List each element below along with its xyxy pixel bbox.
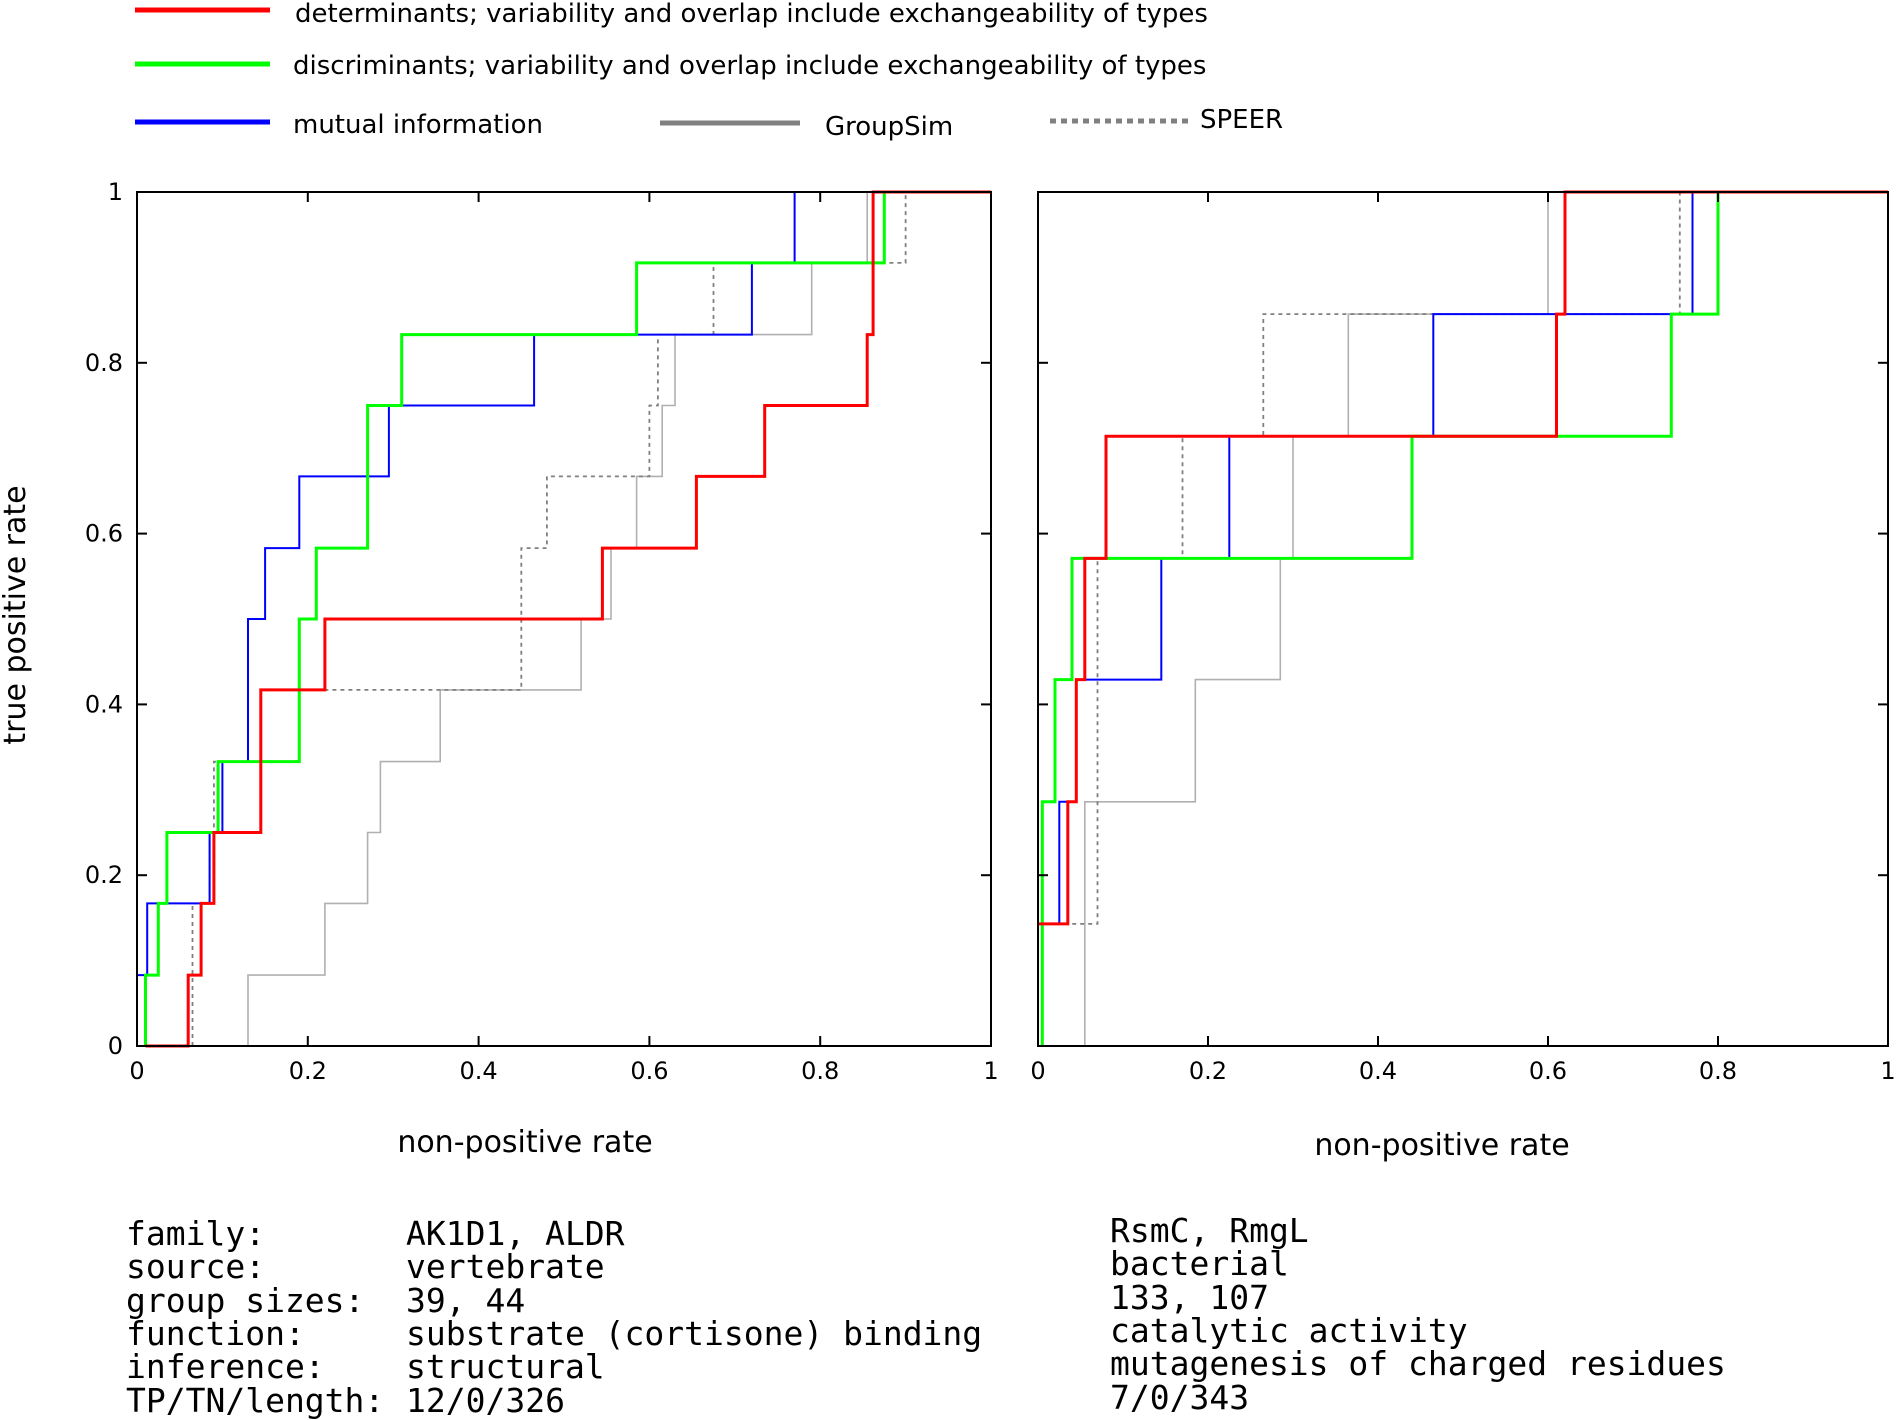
info-left-source: vertebrate xyxy=(406,1247,605,1286)
info-right-function: catalytic activity xyxy=(1110,1311,1468,1350)
series-line-mutual-information-left xyxy=(136,191,991,1046)
x-tick-label-right: 0.2 xyxy=(1189,1057,1227,1085)
series-line-speer-right xyxy=(1041,191,1888,1046)
info-left-inference: structural xyxy=(406,1347,605,1386)
x-axis-title-left: non-positive rate xyxy=(397,1125,652,1160)
series-line-discriminants-left xyxy=(144,190,991,1046)
info-label-inference: inference: xyxy=(126,1347,325,1386)
info-right-family: RsmC, RmgL xyxy=(1110,1211,1309,1250)
legend-label-discriminants: discriminants; variability and overlap i… xyxy=(293,51,1206,81)
info-right-inference: mutagenesis of charged residues xyxy=(1110,1344,1726,1383)
info-label-family: family: xyxy=(126,1214,265,1253)
y-tick-label-left: 0.2 xyxy=(85,861,123,889)
plot-frame-left xyxy=(136,191,992,1047)
x-tick-label-right: 0.4 xyxy=(1359,1057,1397,1085)
legend-label-mutual-information: mutual information xyxy=(293,110,543,140)
x-tick-label-right: 0.8 xyxy=(1699,1057,1737,1085)
x-tick-label-left: 0.8 xyxy=(801,1057,839,1085)
info-label-source: source: xyxy=(126,1247,265,1286)
legend-label-determinants: determinants; variability and overlap in… xyxy=(295,0,1208,29)
info-label-function: function: xyxy=(126,1314,305,1353)
info-left-tp-tn-length: 12/0/326 xyxy=(406,1381,565,1420)
plot-left: 0 0.2 0.4 0.6 0.8 1 0 0.2 0.4 0.6 0.8 1 xyxy=(85,178,999,1085)
info-right-group-sizes: 133, 107 xyxy=(1110,1278,1269,1317)
x-tick-label-right: 1 xyxy=(1880,1057,1895,1085)
series-line-groupsim-right xyxy=(1084,191,1888,1046)
legend-label-speer: SPEER xyxy=(1200,105,1283,135)
plot-frame-right xyxy=(1037,191,1889,1047)
info-label-tp-tn-length: TP/TN/length: xyxy=(126,1381,384,1420)
info-block: family: source: group sizes: function: i… xyxy=(126,1211,1726,1420)
y-tick-label-left: 0.6 xyxy=(85,520,123,548)
info-left-family: AK1D1, ALDR xyxy=(406,1214,625,1253)
x-tick-label-left: 0.4 xyxy=(460,1057,498,1085)
x-tick-label-left: 0.2 xyxy=(289,1057,327,1085)
y-axis-title: true positive rate xyxy=(0,485,33,744)
x-tick-label-left: 1 xyxy=(983,1057,998,1085)
legend-label-groupsim: GroupSim xyxy=(825,112,953,142)
info-label-group-sizes: group sizes: xyxy=(126,1281,364,1320)
series-line-mutual-information-right xyxy=(1041,191,1888,1046)
x-axis-title-right: non-positive rate xyxy=(1314,1128,1569,1163)
series-line-discriminants-right xyxy=(1040,190,1888,1046)
series-line-determinants-right xyxy=(1038,190,1888,926)
legend: determinants; variability and overlap in… xyxy=(135,0,1283,142)
series-line-groupsim-left xyxy=(247,191,991,1046)
y-tick-label-left: 0 xyxy=(108,1032,123,1060)
y-tick-label-left: 0.8 xyxy=(85,349,123,377)
x-tick-label-right: 0.6 xyxy=(1529,1057,1567,1085)
info-left-function: substrate (cortisone) binding xyxy=(406,1314,982,1353)
x-tick-label-right: 0 xyxy=(1030,1057,1045,1085)
info-right-tp-tn-length: 7/0/343 xyxy=(1110,1378,1249,1417)
info-right-source: bacterial xyxy=(1110,1244,1289,1283)
plot-right: 0 0.2 0.4 0.6 0.8 1 xyxy=(1030,190,1896,1085)
series-line-determinants-left xyxy=(145,190,991,1048)
y-tick-label-left: 1 xyxy=(108,178,123,206)
info-left-group-sizes: 39, 44 xyxy=(406,1281,525,1320)
x-tick-label-left: 0 xyxy=(129,1057,144,1085)
x-tick-label-left: 0.6 xyxy=(630,1057,668,1085)
y-tick-label-left: 0.4 xyxy=(85,690,123,718)
